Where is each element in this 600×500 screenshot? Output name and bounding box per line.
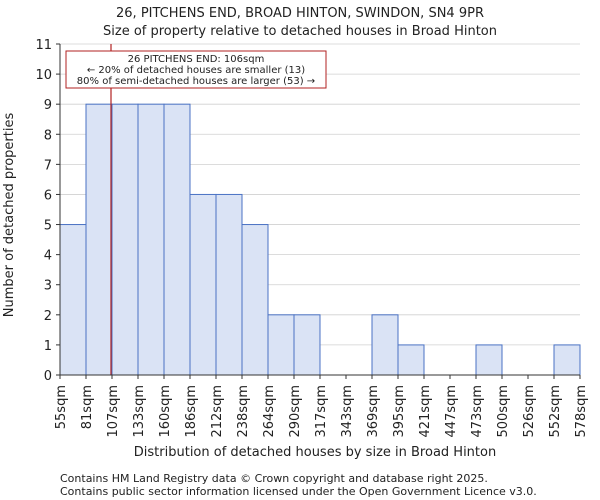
bar-133sqm	[137, 103, 165, 376]
x-tick-label: 500sqm	[496, 385, 511, 438]
y-tick-label: 5	[44, 219, 52, 234]
x-tick-label: 107sqm	[106, 385, 121, 438]
x-tick-label: 317sqm	[314, 385, 329, 438]
bar-81sqm	[85, 103, 113, 376]
y-axis-ticks: 0 1 2 3 4 5 6 7 8 9 10 11	[35, 38, 60, 384]
y-tick-label: 3	[44, 279, 52, 294]
x-tick-label: 133sqm	[132, 385, 147, 438]
chart-subtitle: Size of property relative to detached ho…	[103, 24, 497, 39]
x-tick-label: 447sqm	[444, 385, 459, 438]
x-tick-label: 186sqm	[184, 385, 199, 438]
y-tick-label: 6	[44, 188, 52, 203]
annotation-line-3: 80% of semi-detached houses are larger (…	[77, 76, 315, 87]
x-tick-label: 343sqm	[340, 385, 355, 438]
x-axis-label: Distribution of detached houses by size …	[134, 445, 496, 460]
x-tick-label: 160sqm	[158, 385, 173, 438]
y-tick-label: 8	[44, 128, 52, 143]
annotation-line-2: ← 20% of detached houses are smaller (13…	[87, 65, 305, 76]
y-tick-label: 9	[44, 98, 52, 113]
x-tick-label: 55sqm	[54, 385, 69, 429]
annotation-border	[65, 50, 327, 89]
bar-160sqm	[163, 103, 191, 376]
x-tick-label: 473sqm	[470, 385, 485, 438]
y-tick-label: 11	[35, 38, 52, 53]
bar-238sqm	[241, 224, 269, 376]
x-tick-label: 81sqm	[80, 385, 95, 429]
x-tick-label: 264sqm	[262, 385, 277, 438]
y-tick-label: 7	[44, 158, 52, 173]
x-tick-label: 421sqm	[418, 385, 433, 438]
annotation-box: 26 PITCHENS END: 106sqm ← 20% of detache…	[65, 50, 327, 89]
bar-55sqm	[59, 224, 87, 376]
bar-107sqm	[111, 103, 139, 376]
x-tick-label: 526sqm	[522, 385, 537, 438]
annotation-line-1: 26 PITCHENS END: 106sqm	[128, 54, 265, 65]
bar-395sqm	[397, 344, 425, 376]
x-tick-label: 238sqm	[236, 385, 251, 438]
x-tick-label: 578sqm	[574, 385, 589, 438]
x-tick-label: 290sqm	[288, 385, 303, 438]
bar-212sqm	[215, 193, 243, 376]
footer-line-1: Contains HM Land Registry data © Crown c…	[60, 472, 488, 485]
bar-552sqm	[553, 344, 581, 376]
x-tick-label: 395sqm	[392, 385, 407, 438]
x-tick-label: 552sqm	[548, 385, 563, 438]
footer-line-2: Contains public sector information licen…	[60, 485, 537, 498]
y-tick-label: 10	[35, 68, 52, 83]
bar-473sqm	[475, 344, 503, 376]
bars	[59, 103, 581, 376]
x-tick-label: 369sqm	[366, 385, 381, 438]
y-tick-label: 2	[44, 309, 52, 324]
bar-290sqm	[293, 314, 321, 376]
y-tick-label: 0	[44, 369, 52, 384]
chart-title: 26, PITCHENS END, BROAD HINTON, SWINDON,…	[116, 6, 484, 21]
x-axis-ticks: 55sqm 81sqm 107sqm 133sqm 160sqm 186sqm 212sqm…	[54, 375, 589, 438]
bar-369sqm	[371, 314, 399, 376]
bar-186sqm	[189, 193, 217, 376]
y-tick-label: 1	[44, 339, 52, 354]
bar-264sqm	[267, 314, 295, 376]
y-tick-label: 4	[44, 249, 52, 264]
y-axis-label: Number of detached properties	[2, 113, 17, 318]
x-tick-label: 212sqm	[210, 385, 225, 438]
